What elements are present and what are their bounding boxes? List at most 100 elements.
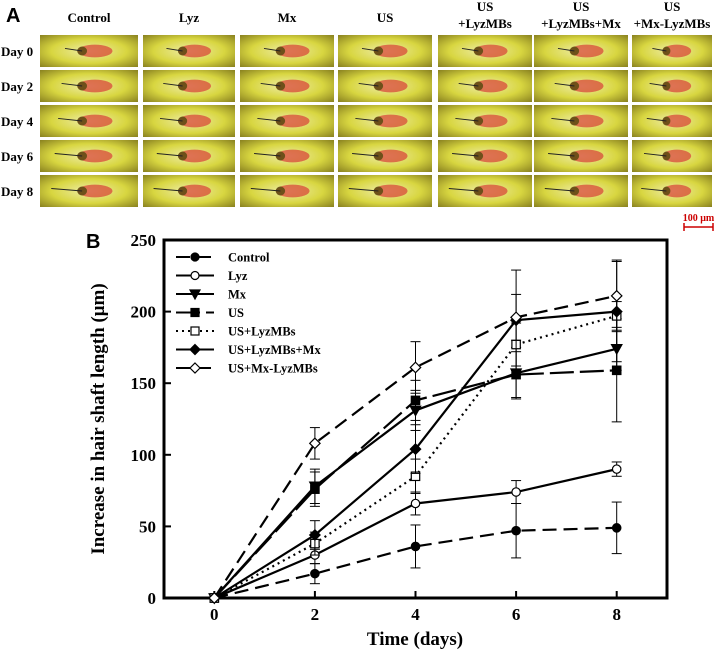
legend-label: Control [228, 251, 270, 265]
column-header-line: Control [67, 10, 110, 25]
micrograph-tile [534, 105, 628, 137]
hair-shaft [448, 187, 479, 192]
panel-a-label: A [6, 5, 20, 27]
column-headers: Control Lyz Mx US US +LyzMBs US +LyzMBs+Mx US +Mx… [67, 0, 710, 31]
data-point [189, 343, 201, 356]
micrograph-tile [534, 70, 628, 102]
y-axis-ticks: 0 50 100 150 200 250 [131, 231, 171, 608]
hair-shaft [254, 152, 281, 157]
micrograph-tile [632, 35, 712, 67]
follicle-bulb [275, 149, 310, 163]
micrograph-tile [240, 105, 334, 137]
y-tick-label: 250 [131, 231, 157, 250]
hair-shaft [461, 47, 479, 52]
hair-shaft [159, 117, 183, 122]
hair-shaft [355, 117, 379, 122]
column-header-line: Mx [278, 10, 297, 25]
column-header-line: US [377, 10, 394, 25]
micrograph-tile [438, 105, 532, 137]
follicle-bulb [177, 79, 212, 93]
micrograph-tile [338, 175, 432, 207]
hair-shaft [250, 187, 281, 192]
legend-item: Lyz [176, 269, 248, 283]
legend-label: Mx [228, 288, 247, 302]
column-header-line: US [573, 0, 590, 14]
data-point [308, 528, 321, 542]
follicle-bulb [473, 114, 508, 128]
row-label: Day 2 [1, 79, 33, 94]
data-point [510, 311, 523, 324]
follicle-bulb [662, 79, 692, 93]
data-point [409, 443, 422, 456]
micrograph-tile [338, 70, 432, 102]
micrograph-tile [240, 140, 334, 172]
data-point [511, 487, 521, 497]
scale-bar-label: 100 μm [683, 213, 715, 224]
x-tick-label: 6 [512, 605, 521, 624]
legend-label: US+Mx-LyzMBs [228, 362, 318, 376]
follicle-bulb [77, 184, 113, 198]
hair-shaft [263, 47, 281, 52]
column-header-line: Lyz [179, 10, 199, 25]
legend-item: Mx [176, 288, 247, 302]
follicle-bulb [473, 149, 508, 163]
data-point [190, 326, 200, 336]
row-label: Day 8 [1, 184, 34, 199]
row-labels: Day 0 Day 2 Day 4 Day 6 Day 8 [1, 44, 34, 199]
hair-shaft [257, 117, 281, 122]
micrograph-tile [632, 105, 712, 137]
follicle-bulb [569, 79, 604, 93]
follicle-bulb [77, 79, 113, 93]
hair-shaft [348, 187, 379, 192]
y-tick-label: 50 [139, 517, 156, 536]
micrograph-tile [534, 175, 628, 207]
hair-shaft [153, 187, 183, 192]
column-header-line: +LyzMBs [458, 16, 512, 31]
series-line [214, 526, 617, 600]
follicle-bulb [77, 114, 113, 128]
column-header-line: +Mx-LyzMBs [634, 16, 711, 31]
column-header-line: US [664, 0, 681, 14]
data-point [310, 484, 320, 494]
hair-shaft [643, 152, 667, 157]
micrograph-tile [143, 70, 235, 102]
follicle-bulb [662, 44, 692, 58]
follicle-bulb [177, 44, 212, 58]
scale-bar: 100 μm [683, 213, 715, 231]
micrograph-tile [240, 35, 334, 67]
micrograph-grid [40, 35, 712, 207]
follicle-bulb [275, 44, 310, 58]
follicle-bulb [569, 184, 604, 198]
micrograph-tile [438, 140, 532, 172]
hair-shaft [452, 152, 479, 157]
legend-item: Control [176, 251, 270, 265]
hair-shaft [455, 117, 479, 122]
hair-shaft [551, 117, 575, 122]
follicle-bulb [662, 114, 692, 128]
data-point [188, 289, 202, 301]
y-tick-label: 100 [131, 446, 157, 465]
follicle-bulb [373, 184, 408, 198]
series-control [209, 501, 622, 603]
follicle-bulb [177, 114, 212, 128]
follicle-bulb [177, 184, 212, 198]
micrograph-tile [438, 35, 532, 67]
micrograph-tile [632, 140, 712, 172]
hair-shaft [554, 82, 575, 87]
data-point [410, 395, 421, 406]
micrograph-tile [438, 70, 532, 102]
follicle-bulb [275, 114, 310, 128]
follicle-bulb [77, 44, 113, 58]
x-axis-ticks: 0 2 4 6 8 [210, 591, 621, 624]
data-point [611, 365, 622, 376]
micrograph-tile [338, 105, 432, 137]
micrograph-tile [534, 35, 628, 67]
panel-b-label: B [86, 231, 100, 253]
micrograph-tile [338, 140, 432, 172]
micrograph-tile [534, 140, 628, 172]
micrograph-tile [143, 175, 235, 207]
data-point [410, 541, 421, 552]
micrograph-tile [40, 140, 138, 172]
hair-shaft [64, 47, 83, 52]
x-tick-label: 0 [210, 605, 219, 624]
